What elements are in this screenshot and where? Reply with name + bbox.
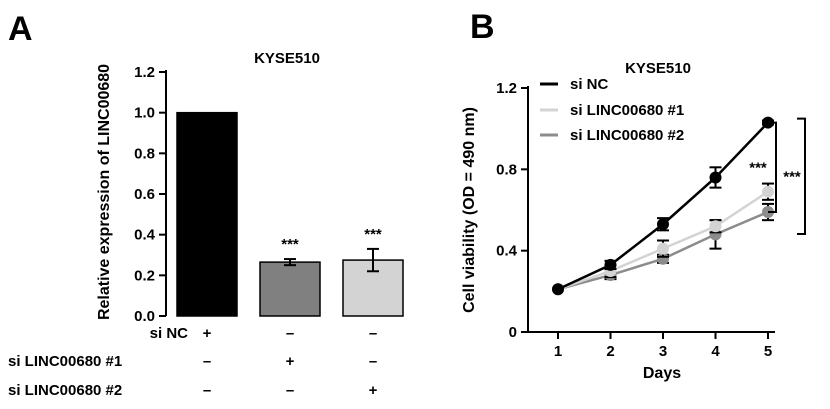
significance-mark-a: *** (281, 236, 299, 253)
y-tick-label-a: 1.2 (134, 64, 155, 81)
bars-a (176, 111, 404, 317)
y-tick-label-a: 0.8 (134, 145, 155, 162)
bar-1 (176, 111, 238, 317)
data-point (762, 185, 774, 198)
condition-mark: + (286, 353, 295, 370)
chart-title-b: KYSE510 (625, 60, 691, 77)
data-point (709, 220, 722, 233)
data-point (709, 171, 722, 184)
significance-mark-a: *** (364, 226, 382, 243)
significance-bracket (768, 121, 777, 214)
x-tick-label-b: 1 (554, 343, 562, 360)
legend-label: si LINC00680 #1 (570, 102, 684, 119)
condition-label: si NC (150, 325, 189, 342)
condition-mark: + (369, 382, 378, 399)
x-axis-label-b: Days (643, 365, 681, 382)
chart-title-a: KYSE510 (254, 50, 320, 67)
y-tick-label-b: 1.2 (496, 80, 517, 97)
condition-mark: – (203, 353, 211, 370)
bar-2 (259, 261, 321, 317)
condition-mark: – (203, 382, 211, 399)
condition-mark: – (286, 325, 294, 342)
condition-mark: – (369, 325, 377, 342)
y-tick-label-b: 0.4 (496, 243, 518, 260)
x-tick-label-b: 3 (659, 343, 667, 360)
significance-a: *** *** (281, 226, 382, 253)
y-tick-label-a: 0.4 (134, 227, 156, 244)
axes-b: 0 0.4 0.8 1.2 1 2 3 4 5 (496, 80, 775, 360)
legend-label: si LINC00680 #2 (570, 127, 684, 144)
significance-mark-b: *** (749, 159, 767, 176)
condition-label: si LINC00680 #1 (8, 353, 122, 370)
y-axis-label-b: Cell viability (OD = 490 nm) (461, 107, 478, 313)
significance-bracket (797, 117, 806, 236)
condition-table-a: si NC + – – si LINC00680 #1 – + – si LINC00680 #… (8, 325, 378, 399)
significance-mark-b: *** (783, 168, 801, 185)
y-tick-label-a: 0.6 (134, 186, 155, 203)
y-tick-label-a: 0.2 (134, 267, 155, 284)
series-2 (552, 182, 774, 296)
x-tick-label-b: 4 (711, 343, 720, 360)
condition-mark: – (286, 382, 294, 399)
y-tick-label-b: 0.8 (496, 161, 517, 178)
y-tick-label-a: 0.0 (134, 308, 155, 325)
y-tick-label-b: 0 (509, 324, 517, 341)
data-point (657, 218, 669, 231)
x-tick-label-b: 5 (764, 343, 772, 360)
x-tick-label-b: 2 (606, 343, 614, 360)
legend-b: si NC si LINC00680 #1 si LINC00680 #2 (540, 76, 684, 144)
condition-mark: – (369, 353, 377, 370)
panel-letter-a: A (8, 10, 33, 48)
y-axis-label-a: Relative expression of LINC00680 (96, 64, 113, 320)
data-point (552, 283, 564, 296)
condition-mark: + (203, 325, 212, 342)
legend-label: si NC (570, 76, 609, 93)
y-tick-label-a: 1.0 (134, 105, 155, 122)
condition-label: si LINC00680 #2 (8, 382, 122, 399)
y-ticks-a: 0.0 0.2 0.4 0.6 0.8 1.0 1.2 (134, 64, 166, 325)
error-bars-a (284, 247, 379, 273)
series-b (552, 116, 774, 296)
data-point (604, 258, 617, 271)
significance-b: *** *** (749, 117, 806, 236)
data-point (657, 242, 669, 255)
panel-letter-b: B (470, 8, 495, 46)
